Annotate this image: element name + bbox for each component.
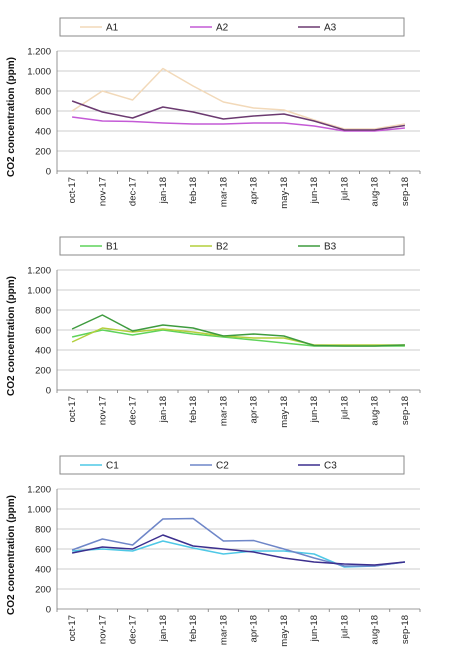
y-tick-label: 400 [35, 346, 51, 357]
legend-label-a1: A1 [106, 23, 119, 34]
x-tick-label: jan-18 [158, 615, 169, 642]
x-tick-label: may-18 [279, 177, 290, 209]
x-tick-label: oct-17 [67, 396, 78, 422]
x-tick-label: aug-18 [370, 177, 381, 207]
x-tick-label: mar-18 [218, 177, 229, 207]
y-axis-title: CO2 concentration (ppm) [6, 495, 17, 615]
series-line-b2 [71, 327, 405, 346]
x-tick-label: sep-18 [400, 396, 411, 425]
x-tick-label: feb-18 [188, 177, 199, 204]
x-tick-label: jun-18 [309, 396, 320, 423]
series-line-a1 [71, 67, 406, 130]
legend-label-b1: B1 [106, 242, 119, 253]
y-tick-label: 1.000 [27, 67, 51, 78]
x-tick-label: jan-18 [158, 396, 169, 423]
x-tick-label: feb-18 [188, 615, 199, 642]
x-tick-label: dec-17 [128, 615, 139, 644]
y-tick-label: 0 [46, 167, 51, 178]
legend-label-c3: C3 [324, 461, 337, 472]
x-tick-label: apr-18 [249, 177, 260, 204]
y-tick-label: 600 [35, 107, 51, 118]
series-line-c3 [71, 534, 405, 566]
y-tick-label: 1.000 [27, 505, 51, 516]
chart-panel-1: A1 A2 A3 0 200 400 600 800 1.000 1.200 oct-17 nov-1… [6, 17, 421, 209]
series-line-c1 [72, 540, 405, 568]
y-tick-label: 600 [35, 545, 51, 556]
y-tick-label: 1.000 [27, 286, 51, 297]
y-tick-label: 1.200 [27, 266, 51, 277]
x-tick-label: nov-17 [97, 615, 108, 644]
y-tick-label: 1.200 [27, 47, 51, 58]
series-line-a3 [71, 100, 406, 131]
x-tick-label: feb-18 [188, 396, 199, 423]
y-tick-label: 400 [35, 565, 51, 576]
y-tick-label: 800 [35, 525, 51, 536]
y-axis-title: CO2 concentration (ppm) [6, 57, 17, 177]
legend-box [59, 455, 405, 475]
x-tick-label: mar-18 [218, 396, 229, 426]
series-line-b3 [71, 314, 405, 347]
y-tick-label: 800 [35, 306, 51, 317]
y-tick-label: 200 [35, 366, 51, 377]
x-tick-label: aug-18 [370, 615, 381, 645]
x-tick-label: jul-18 [339, 615, 350, 639]
x-tick-label: dec-17 [128, 396, 139, 425]
x-tick-label: jun-18 [309, 177, 320, 204]
x-tick-label: apr-18 [249, 396, 260, 423]
x-tick-label: jul-18 [339, 177, 350, 201]
legend-label-b2: B2 [216, 242, 229, 253]
x-tick-label: sep-18 [400, 177, 411, 206]
series-line-c2 [71, 517, 405, 567]
x-tick-label: dec-17 [128, 177, 139, 206]
y-tick-label: 0 [46, 605, 51, 616]
chart-panel-2: B1 B2 B3 0 200 400 600 800 1.000 1.200 oct-17 nov-1… [6, 236, 421, 428]
y-axis-title: CO2 concentration (ppm) [6, 276, 17, 396]
y-tick-label: 200 [35, 585, 51, 596]
y-tick-label: 1.200 [27, 485, 51, 496]
y-tick-label: 800 [35, 87, 51, 98]
y-tick-label: 400 [35, 127, 51, 138]
legend-box [59, 236, 405, 256]
x-tick-label: jun-18 [309, 615, 320, 642]
x-tick-label: aug-18 [370, 396, 381, 426]
chart-panel-3: C1 C2 C3 0 200 400 600 800 1.000 1.200 oct-17 nov-1… [6, 455, 421, 647]
y-tick-label: 200 [35, 147, 51, 158]
legend-box [59, 17, 405, 37]
legend: C1 C2 C3 [59, 455, 405, 475]
legend: B1 B2 B3 [59, 236, 405, 256]
series-line-b1 [71, 329, 405, 347]
legend-label-a2: A2 [216, 23, 229, 34]
x-tick-label: nov-17 [97, 177, 108, 206]
x-tick-label: apr-18 [249, 615, 260, 642]
series-line-a2 [72, 116, 405, 132]
legend-label-b3: B3 [324, 242, 337, 253]
x-tick-label: oct-17 [67, 177, 78, 203]
legend: A1 A2 A3 [59, 17, 405, 37]
x-tick-label: may-18 [279, 615, 290, 647]
y-tick-label: 0 [46, 386, 51, 397]
x-tick-label: nov-17 [97, 396, 108, 425]
x-tick-label: sep-18 [400, 615, 411, 644]
x-tick-label: mar-18 [218, 615, 229, 645]
x-tick-label: oct-17 [67, 615, 78, 641]
legend-label-c2: C2 [216, 461, 229, 472]
x-tick-label: may-18 [279, 396, 290, 428]
y-tick-label: 600 [35, 326, 51, 337]
legend-label-a3: A3 [324, 23, 337, 34]
x-tick-label: jan-18 [158, 177, 169, 204]
x-tick-label: jul-18 [339, 396, 350, 420]
legend-label-c1: C1 [106, 461, 119, 472]
